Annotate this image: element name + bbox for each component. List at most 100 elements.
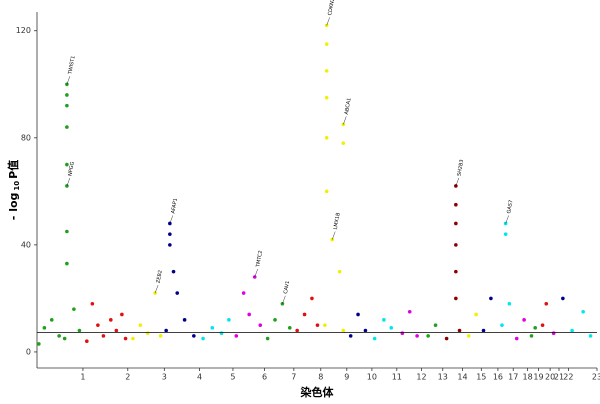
point [227, 318, 231, 322]
x-tick-label: 16 [493, 373, 503, 382]
point [324, 69, 329, 73]
annotation: GAS7 [506, 200, 514, 214]
annotation-leader [505, 215, 509, 224]
x-tick-label: 21 [554, 373, 564, 382]
point [324, 189, 329, 194]
point [389, 326, 394, 330]
point [341, 141, 346, 145]
point [500, 323, 504, 327]
point [287, 326, 292, 330]
x-tick-label: 4 [197, 373, 202, 382]
point [182, 318, 187, 322]
point [153, 291, 157, 295]
point [356, 312, 360, 317]
x-tick-label: 5 [230, 373, 235, 382]
annotation-leader [326, 17, 330, 26]
x-axis-title: 染色体 [301, 385, 335, 399]
point [57, 334, 61, 338]
point [324, 42, 329, 46]
point [120, 312, 124, 317]
annotation-leader [282, 295, 286, 304]
point [529, 334, 534, 338]
annotation: SH2B3 [456, 159, 465, 177]
x-tick-label: 17 [508, 373, 518, 382]
point [65, 103, 69, 108]
point [201, 336, 205, 341]
point [588, 334, 593, 338]
x-tick-label: 1 [80, 373, 85, 382]
x-tick-label: 6 [262, 373, 267, 382]
annotation: ABCA1 [344, 97, 353, 115]
annotation: ZEB2 [156, 270, 164, 284]
point [247, 312, 251, 317]
point [85, 339, 89, 344]
point [123, 336, 128, 341]
point [466, 334, 471, 338]
point [382, 318, 386, 322]
point [37, 342, 41, 346]
point [65, 162, 69, 167]
x-tick-label: 19 [533, 373, 543, 382]
point [234, 334, 239, 338]
point [341, 328, 346, 333]
point [481, 328, 486, 333]
point [454, 221, 458, 226]
point [514, 336, 519, 341]
point [561, 296, 565, 301]
y-tick-label: 0 [26, 347, 31, 356]
point [131, 336, 135, 341]
point [581, 309, 585, 314]
point [507, 301, 512, 306]
point [42, 326, 47, 330]
point [426, 334, 430, 338]
annotation: AFAP1 [170, 198, 179, 214]
point [168, 243, 172, 247]
annotation: TMTC2 [255, 250, 264, 269]
point [533, 326, 537, 330]
point [65, 93, 69, 97]
point [265, 336, 270, 341]
y-title-main: - log [7, 193, 20, 221]
annotation: NPGG [67, 161, 75, 176]
point [62, 336, 67, 341]
annotation-leader [66, 76, 71, 85]
point [273, 318, 277, 322]
x-tick-label: 8 [318, 373, 323, 382]
point [444, 336, 449, 341]
y-axis-title: - log 10 P值 [6, 160, 21, 220]
point [363, 328, 368, 333]
annotation: TWIST1 [67, 55, 76, 76]
x-tick-label: 18 [523, 373, 533, 382]
x-tick-label: 23 [592, 373, 600, 382]
point [407, 309, 412, 314]
x-tick-label: 20 [545, 373, 555, 382]
x-tick-label: 14 [457, 373, 467, 382]
annotation-leader [254, 268, 258, 278]
point [192, 334, 196, 338]
annotation-leader [66, 177, 71, 187]
point [400, 331, 405, 336]
point [114, 328, 119, 333]
point [210, 326, 215, 330]
point [241, 291, 246, 295]
x-tick-label: 15 [476, 373, 486, 382]
point [474, 312, 478, 317]
x-tick-label: 3 [162, 373, 167, 382]
point [454, 296, 458, 301]
point [96, 323, 100, 327]
point [454, 269, 458, 274]
point [90, 301, 95, 306]
point [544, 301, 549, 306]
point [323, 323, 327, 327]
point [324, 136, 329, 140]
point [503, 232, 508, 236]
point [65, 125, 69, 129]
point [522, 318, 526, 322]
y-tick-label: 80 [21, 133, 31, 142]
point [324, 95, 329, 100]
point [158, 334, 163, 338]
point [489, 296, 493, 301]
y-tick-label: 120 [16, 26, 31, 35]
point [310, 296, 314, 301]
y-title-tail: P值 [6, 160, 20, 179]
